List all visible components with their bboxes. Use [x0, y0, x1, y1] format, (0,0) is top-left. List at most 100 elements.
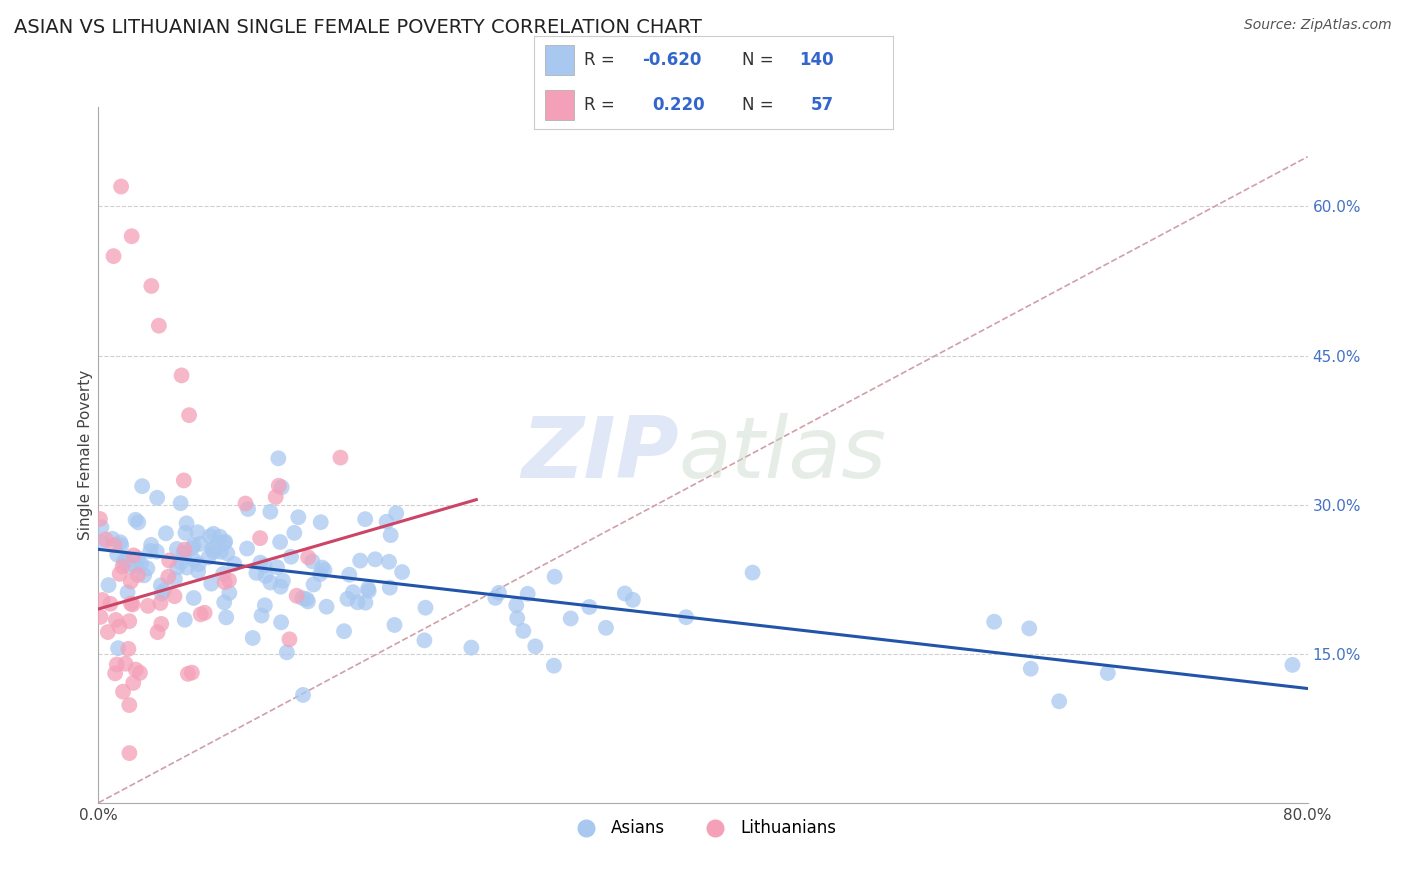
Text: R =: R =: [585, 51, 620, 69]
Point: [112, 684, 135, 698]
Point: [354, 512, 377, 526]
Point: [741, 566, 763, 580]
Point: [983, 615, 1005, 629]
Point: [163, 572, 186, 586]
Point: [505, 599, 527, 613]
Point: [104, 666, 127, 681]
Point: [176, 560, 198, 574]
Point: [267, 451, 290, 466]
Point: [301, 554, 323, 568]
Point: [107, 641, 129, 656]
Point: [155, 526, 177, 541]
Point: [357, 583, 380, 598]
Point: [101, 532, 124, 546]
Point: [250, 608, 273, 623]
Point: [236, 541, 259, 556]
Point: [378, 581, 401, 595]
Point: [214, 536, 236, 550]
FancyBboxPatch shape: [546, 90, 574, 120]
Point: [337, 567, 360, 582]
Point: [111, 559, 134, 574]
Point: [108, 566, 131, 581]
Point: [188, 537, 211, 551]
Point: [253, 558, 276, 573]
Point: [378, 555, 401, 569]
Text: Source: ZipAtlas.com: Source: ZipAtlas.com: [1244, 18, 1392, 32]
Text: 140: 140: [800, 51, 834, 69]
Point: [375, 515, 398, 529]
Point: [146, 625, 169, 640]
Point: [183, 553, 205, 567]
Point: [166, 541, 188, 556]
Point: [105, 657, 128, 672]
Point: [145, 544, 167, 558]
Text: atlas: atlas: [679, 413, 887, 497]
Point: [201, 541, 224, 556]
Point: [103, 249, 125, 263]
Point: [121, 598, 143, 612]
Point: [110, 179, 132, 194]
Point: [89, 610, 111, 624]
Point: [174, 525, 197, 540]
Point: [89, 512, 111, 526]
Point: [384, 618, 406, 632]
Point: [202, 541, 225, 556]
Point: [578, 599, 600, 614]
Point: [129, 665, 152, 680]
Point: [309, 567, 332, 582]
Point: [114, 657, 136, 671]
Point: [197, 550, 219, 565]
Point: [287, 510, 309, 524]
Point: [613, 586, 636, 600]
Point: [297, 594, 319, 608]
Point: [560, 611, 582, 625]
Point: [117, 641, 139, 656]
Point: [150, 616, 173, 631]
Point: [152, 583, 174, 598]
Point: [224, 557, 246, 571]
Point: [214, 534, 236, 549]
Point: [413, 633, 436, 648]
Point: [157, 553, 180, 567]
Point: [236, 502, 259, 516]
Point: [270, 615, 292, 630]
Point: [267, 479, 290, 493]
Point: [297, 550, 319, 565]
Point: [105, 548, 128, 562]
Point: [120, 574, 142, 589]
Point: [170, 368, 193, 383]
Point: [218, 573, 240, 587]
Point: [173, 542, 195, 557]
Text: -0.620: -0.620: [641, 51, 702, 69]
Point: [506, 611, 529, 625]
Point: [97, 625, 120, 640]
Text: ASIAN VS LITHUANIAN SINGLE FEMALE POVERTY CORRELATION CHART: ASIAN VS LITHUANIAN SINGLE FEMALE POVERT…: [14, 18, 702, 37]
Point: [149, 596, 172, 610]
Point: [187, 525, 209, 540]
Point: [136, 561, 159, 575]
Point: [415, 600, 437, 615]
Legend: Asians, Lithuanians: Asians, Lithuanians: [562, 812, 844, 843]
Point: [97, 578, 120, 592]
Point: [112, 555, 135, 569]
Point: [291, 591, 314, 605]
Point: [264, 490, 287, 504]
Point: [132, 568, 155, 582]
Point: [187, 564, 209, 578]
Point: [235, 496, 257, 510]
Point: [249, 556, 271, 570]
Point: [90, 520, 112, 534]
Point: [333, 624, 356, 639]
Point: [595, 621, 617, 635]
Point: [315, 599, 337, 614]
Point: [122, 676, 145, 690]
Point: [139, 544, 162, 558]
Point: [194, 606, 217, 620]
Point: [217, 546, 239, 560]
Point: [104, 613, 127, 627]
Point: [270, 480, 292, 494]
Point: [276, 645, 298, 659]
Point: [118, 698, 141, 712]
Point: [117, 585, 139, 599]
Point: [245, 566, 267, 580]
